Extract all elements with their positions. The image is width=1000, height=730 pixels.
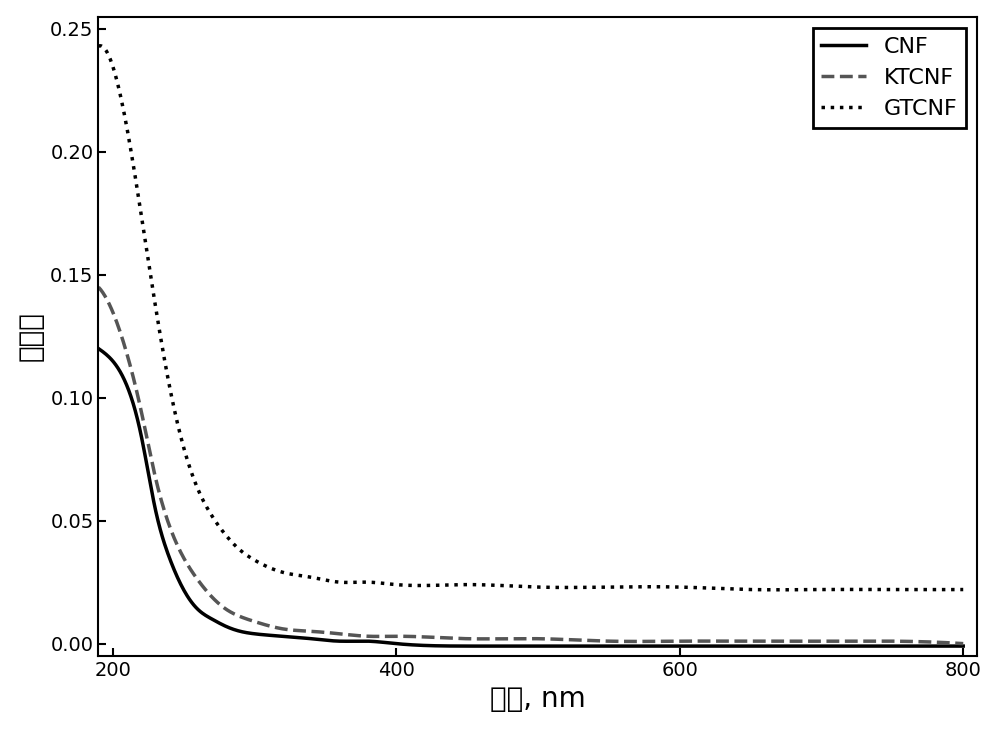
CNF (487, 642, 499, 650)
KTCNF (92, 283, 104, 291)
Line: CNF: CNF (98, 349, 963, 646)
KTCNF (957, 639, 969, 648)
CNF (145, 485, 157, 494)
CNF (92, 345, 104, 353)
GTCNF (95, 42, 107, 50)
Line: GTCNF: GTCNF (98, 46, 963, 590)
GTCNF (147, 284, 159, 293)
KTCNF (145, 456, 157, 464)
X-axis label: 波长, nm: 波长, nm (490, 685, 586, 713)
GTCNF (618, 583, 630, 591)
CNF (618, 642, 630, 650)
GTCNF (596, 583, 608, 591)
KTCNF (748, 637, 760, 645)
Line: KTCNF: KTCNF (98, 287, 963, 644)
GTCNF (92, 42, 104, 50)
KTCNF (617, 637, 629, 646)
KTCNF (643, 637, 655, 646)
GTCNF (772, 585, 784, 594)
GTCNF (957, 585, 969, 594)
CNF (957, 642, 969, 650)
KTCNF (837, 637, 849, 645)
KTCNF (595, 637, 607, 645)
CNF (749, 642, 761, 650)
GTCNF (644, 583, 656, 591)
GTCNF (839, 585, 851, 593)
Y-axis label: 吸光度: 吸光度 (17, 312, 45, 361)
CNF (644, 642, 656, 650)
Legend: CNF, KTCNF, GTCNF: CNF, KTCNF, GTCNF (813, 28, 966, 128)
CNF (596, 642, 608, 650)
CNF (838, 642, 850, 650)
GTCNF (749, 585, 761, 594)
